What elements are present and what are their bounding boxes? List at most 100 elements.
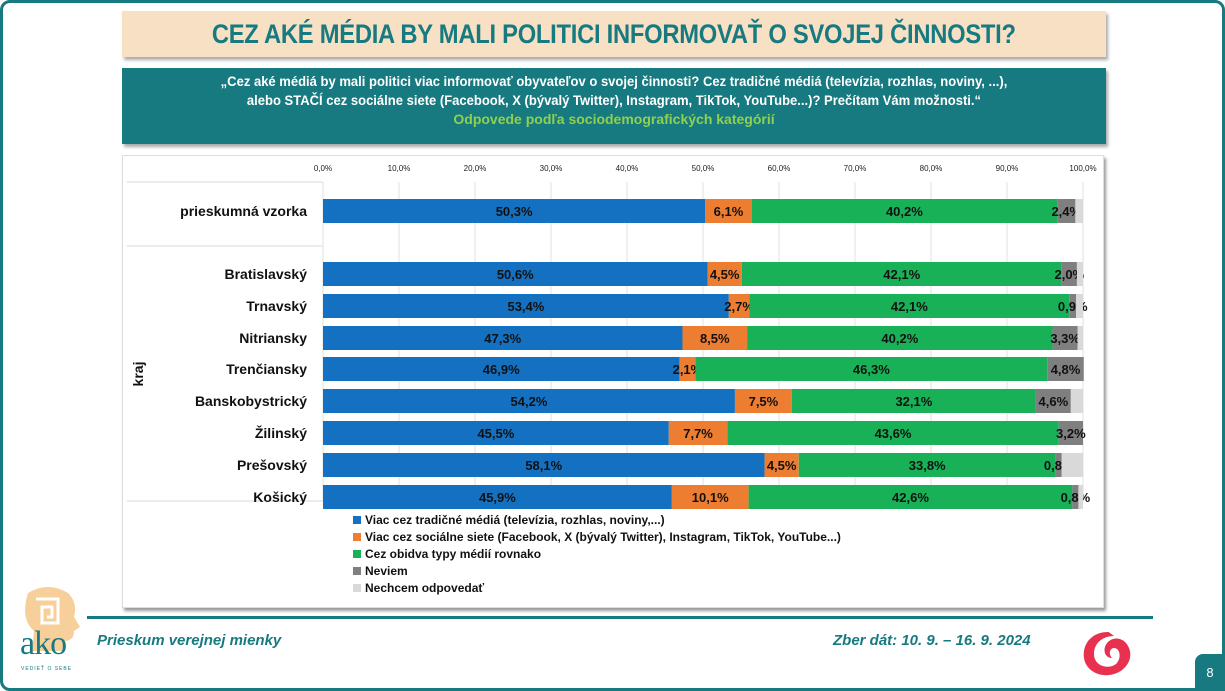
legend-swatch (353, 584, 361, 592)
bar-segment-4 (1061, 262, 1077, 286)
legend-swatch (353, 550, 361, 558)
category-label: Trenčiansky (226, 361, 307, 377)
legend-entry: Neviem (365, 564, 408, 578)
data-label: 43,6% (875, 426, 912, 441)
category-label: prieskumná vzorka (180, 203, 307, 219)
data-label: 47,3% (484, 331, 521, 346)
title-banner: CEZ AKÉ MÉDIA BY MALI POLITICI INFORMOVA… (122, 11, 1106, 57)
bar-segment-2 (705, 199, 752, 223)
legend-swatch (353, 567, 361, 575)
question-line-2: alebo STAČÍ cez sociálne siete (Facebook… (246, 92, 982, 108)
bar-segment-4 (1072, 485, 1079, 509)
ako-head-logo-icon (25, 587, 80, 651)
category-label: Košický (253, 489, 307, 505)
bar-segment-4 (1055, 453, 1062, 477)
bar-segment-3 (741, 262, 1062, 286)
bar-segment-2 (671, 485, 749, 509)
data-label: 58,1% (525, 458, 562, 473)
data-label: 42,1% (891, 299, 928, 314)
data-label: 53,4% (507, 299, 544, 314)
data-label: 54,2% (511, 394, 548, 409)
page-number: 8 (1195, 654, 1225, 691)
legend-entry: Viac cez tradičné médiá (televízia, rozh… (365, 513, 665, 527)
bar-segment-1 (323, 294, 729, 318)
bar-segment-4 (1058, 421, 1083, 445)
data-label: 2,1% (673, 362, 703, 377)
chart-subtitle: Odpovede podľa sociodemografických kateg… (453, 111, 775, 127)
category-label: Trnavský (246, 298, 307, 314)
data-label: 42,6% (892, 490, 929, 505)
data-label: 46,3% (853, 362, 890, 377)
bar-segment-3 (749, 294, 1070, 318)
bar-segment-2 (668, 421, 728, 445)
logo-tagline: VEDIEŤ O SEBE (21, 666, 73, 672)
bar-segment-5 (1077, 326, 1083, 350)
stacked-bar-chart: 0,0% 10,0% 20,0% 30,0% 40,0% 50,0% 60,0% 70,0% 8… (127, 164, 1097, 595)
bar-segment-2 (707, 262, 742, 286)
bar-segment-1 (323, 421, 669, 445)
data-label: 42,1% (883, 267, 920, 282)
data-label: 0,8% (1061, 490, 1091, 505)
bar-segment-4 (1035, 389, 1071, 413)
data-label: 40,2% (886, 204, 923, 219)
bar-segment-5 (1076, 262, 1083, 286)
data-label: 45,9% (479, 490, 516, 505)
x-tick-label: 70,0% (844, 164, 867, 173)
bar-segment-3 (695, 357, 1048, 381)
bar-segment-5 (1076, 294, 1083, 318)
bar-segment-2 (734, 389, 792, 413)
bar-segment-2 (679, 357, 696, 381)
data-label: 0,9% (1058, 299, 1088, 314)
bar-segment-2 (682, 326, 748, 350)
data-label: 8,5% (700, 331, 730, 346)
bar-segment-4 (1069, 294, 1077, 318)
x-tick-label: 90,0% (996, 164, 1019, 173)
category-label: Bratislavský (224, 266, 307, 282)
category-label: Nitriansky (239, 330, 307, 346)
x-tick-label: 0,0% (314, 164, 332, 173)
data-label: 3,2% (1056, 426, 1086, 441)
data-label: 7,7% (683, 426, 713, 441)
x-tick-label: 50,0% (692, 164, 715, 173)
x-tick-label: 80,0% (920, 164, 943, 173)
bar-segment-1 (323, 357, 680, 381)
bar-segment-5 (1070, 389, 1083, 413)
bar-segment-4 (1047, 357, 1084, 381)
data-label: 4,8% (1051, 362, 1081, 377)
data-label: 45,5% (477, 426, 514, 441)
bar-segment-2 (728, 294, 750, 318)
data-label: 2,7% (724, 299, 754, 314)
page-title: CEZ AKÉ MÉDIA BY MALI POLITICI INFORMOVA… (212, 18, 1016, 49)
footer-divider (87, 616, 1153, 619)
logo-wordmark: ako (20, 625, 67, 662)
x-tick-label: 30,0% (540, 164, 563, 173)
chart-container: 0,0% 10,0% 20,0% 30,0% 40,0% 50,0% 60,0% 70,0% 8… (122, 155, 1104, 608)
data-label: 50,3% (496, 204, 533, 219)
data-label: 33,8% (909, 458, 946, 473)
bar-segment-4 (1057, 199, 1076, 223)
bar-segment-3 (727, 421, 1059, 445)
legend-entry: Nechcem odpovedať (365, 581, 484, 595)
question-banner: „Cez aké médiá by mali politici viac inf… (122, 68, 1106, 144)
question-line-1: „Cez aké médiá by mali politici viac inf… (220, 73, 1008, 89)
legend-swatch (353, 533, 361, 541)
data-label: 50,6% (497, 267, 534, 282)
category-label: Banskobystrický (195, 393, 307, 409)
data-label: 3,3% (1050, 331, 1080, 346)
x-tick-label: 100,0% (1069, 164, 1096, 173)
data-label: 40,2% (881, 331, 918, 346)
data-label: 32,1% (895, 394, 932, 409)
bar-segment-3 (751, 199, 1058, 223)
category-label: Prešovský (237, 457, 307, 473)
footer-data-collection-date: Zber dát: 10. 9. – 16. 9. 2024 (833, 632, 1031, 649)
x-tick-label: 60,0% (768, 164, 791, 173)
bar-segment-1 (323, 199, 706, 223)
bar-segment-1 (323, 485, 672, 509)
legend-entry: Cez obidva typy médií rovnako (365, 547, 541, 561)
bar-segment-5 (1078, 485, 1083, 509)
x-tick-label: 10,0% (388, 164, 411, 173)
data-label: 2,4% (1051, 204, 1081, 219)
legend-entry: Viac cez sociálne siete (Facebook, X (bý… (365, 530, 841, 544)
bar-segment-5 (1061, 453, 1083, 477)
bar-segment-1 (323, 326, 683, 350)
